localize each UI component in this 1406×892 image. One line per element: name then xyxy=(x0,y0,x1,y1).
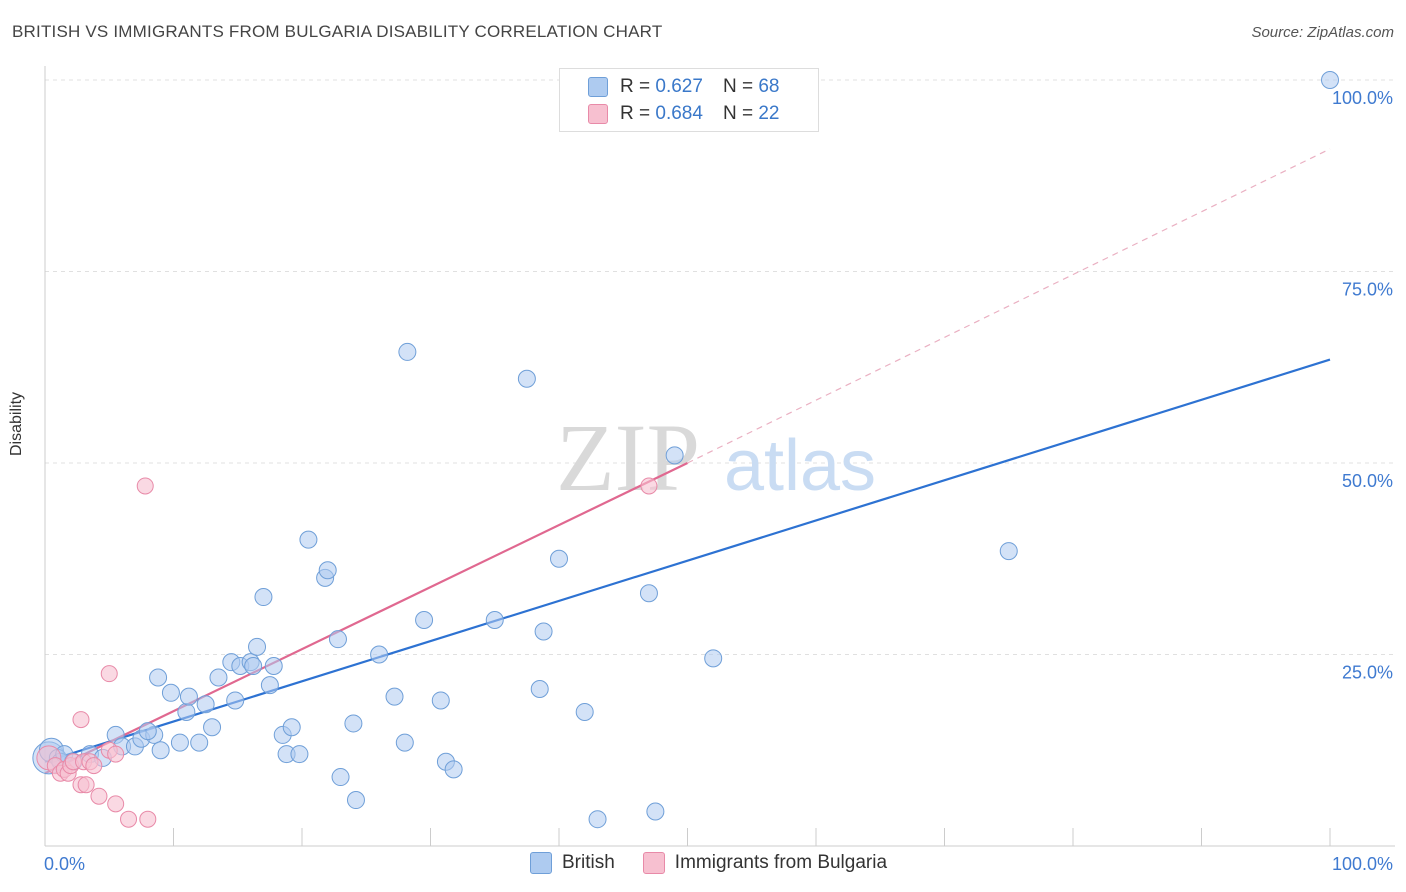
y-tick-label: 75.0% xyxy=(1342,280,1393,300)
british-trend-line xyxy=(44,358,1331,763)
british-point xyxy=(444,760,463,779)
y-tick-label: 50.0% xyxy=(1342,471,1393,491)
r-label: R = xyxy=(620,76,651,97)
british-point xyxy=(151,741,170,760)
bulgaria-point xyxy=(77,776,95,794)
british-point xyxy=(665,446,684,465)
data-points xyxy=(32,71,1339,829)
british-point xyxy=(385,687,404,706)
british-point xyxy=(260,676,279,695)
bulgaria-trend-extension xyxy=(687,148,1331,464)
watermark-atlas: atlas xyxy=(724,426,876,506)
british-point xyxy=(588,810,607,829)
british-point xyxy=(170,733,189,752)
legend-item-bulgaria: Immigrants from Bulgaria xyxy=(642,852,888,874)
watermark: ZIP atlas xyxy=(556,404,876,511)
british-point xyxy=(398,342,417,361)
british-swatch xyxy=(588,77,608,97)
legend-label-bulgaria: Immigrants from Bulgaria xyxy=(674,852,888,873)
bulgaria-trend-line xyxy=(44,462,688,775)
bulgaria-swatch xyxy=(642,852,665,874)
british-point xyxy=(646,802,665,821)
bulgaria-point xyxy=(85,757,103,775)
british-point xyxy=(244,656,263,675)
british-point xyxy=(190,733,209,752)
legend-label-british: British xyxy=(562,852,615,873)
british-point xyxy=(395,733,414,752)
british-point xyxy=(346,791,365,810)
y-tick-label: 100.0% xyxy=(1332,88,1393,108)
n-label: N = xyxy=(722,103,754,124)
british-point xyxy=(530,679,549,698)
bulgaria-point xyxy=(107,745,125,763)
british-point xyxy=(999,542,1018,561)
x-tick-label: 0.0% xyxy=(44,854,85,874)
r-value: 0.627 xyxy=(655,76,703,97)
british-point xyxy=(344,714,363,733)
bulgaria-point xyxy=(107,795,125,813)
n-value: 22 xyxy=(758,103,780,124)
british-point xyxy=(575,702,594,721)
bulgaria-point xyxy=(90,787,108,805)
axes xyxy=(44,66,1395,847)
grid-lines xyxy=(45,79,1395,655)
british-point xyxy=(138,722,157,741)
source-label: Source: ZipAtlas.com xyxy=(1251,24,1394,41)
british-point xyxy=(196,695,215,714)
series-legend: British Immigrants from Bulgaria xyxy=(530,852,915,874)
n-label: N = xyxy=(722,76,754,97)
legend-row-british: R = 0.627 N = 68 xyxy=(588,75,779,99)
n-value: 68 xyxy=(758,76,780,97)
y-tick-label: 25.0% xyxy=(1342,663,1393,683)
british-point xyxy=(639,584,658,603)
british-point xyxy=(1321,71,1339,89)
legend-item-british: British xyxy=(530,852,615,874)
british-point xyxy=(299,530,318,549)
british-point xyxy=(248,637,267,656)
british-point xyxy=(282,718,301,737)
bulgaria-point xyxy=(136,477,154,495)
legend-row-bulgaria: R = 0.684 N = 22 xyxy=(588,102,779,126)
british-point xyxy=(264,656,283,675)
chart-title: BRITISH VS IMMIGRANTS FROM BULGARIA DISA… xyxy=(12,22,663,41)
british-point xyxy=(415,611,434,630)
y-axis-label: Disability xyxy=(8,391,25,456)
british-point xyxy=(203,718,222,737)
bulgaria-point xyxy=(100,665,118,683)
british-point xyxy=(534,622,553,641)
stats-legend: R = 0.627 N = 68 R = 0.684 N = 22 xyxy=(559,68,819,132)
british-point xyxy=(254,588,273,607)
british-swatch xyxy=(530,852,552,874)
british-point xyxy=(485,611,504,630)
british-point xyxy=(370,645,389,664)
british-point xyxy=(431,691,450,710)
british-point xyxy=(318,561,337,580)
bulgaria-point xyxy=(120,810,138,828)
british-point xyxy=(704,649,723,668)
bulgaria-point xyxy=(72,711,90,729)
british-point xyxy=(517,369,536,388)
bulgaria-point xyxy=(640,477,658,495)
british-point xyxy=(550,549,568,568)
trend-lines xyxy=(44,148,1331,775)
bulgaria-swatch xyxy=(588,104,608,124)
british-point xyxy=(179,687,198,706)
british-point xyxy=(328,630,347,649)
bulgaria-point xyxy=(139,810,157,828)
british-point xyxy=(226,691,245,710)
r-label: R = xyxy=(620,103,651,124)
british-point xyxy=(290,745,309,764)
british-point xyxy=(331,768,350,787)
british-point xyxy=(177,702,196,721)
tick-labels: 25.0% 50.0% 75.0% 100.0% 0.0% 100.0% xyxy=(44,88,1393,874)
british-point xyxy=(161,683,180,702)
x-tick-label: 100.0% xyxy=(1332,854,1393,874)
british-point xyxy=(209,668,228,687)
r-value: 0.684 xyxy=(655,103,703,124)
british-point xyxy=(149,668,168,687)
